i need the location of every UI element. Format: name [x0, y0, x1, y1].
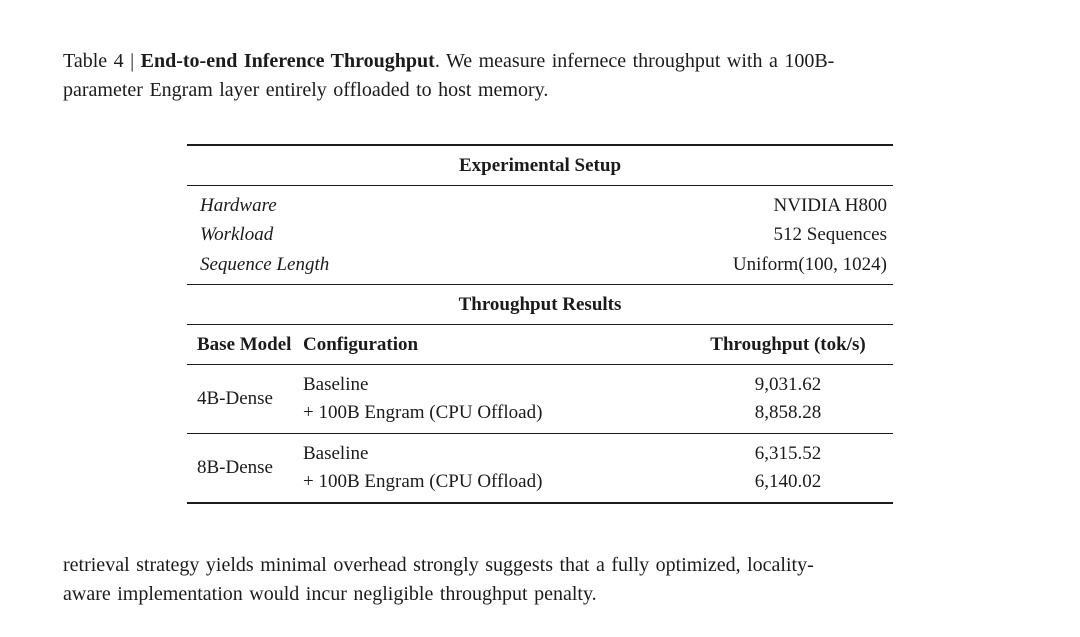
- results-section-title: Throughput Results: [458, 293, 622, 315]
- setup-value: NVIDIA H800: [773, 195, 887, 216]
- setup-value: 512 Sequences: [773, 224, 887, 246]
- setup-label: Workload: [200, 224, 274, 246]
- throughput-cell: 8,858.28: [754, 401, 822, 423]
- config-cell: + 100B Engram (CPU Offload): [303, 401, 543, 423]
- result-group-8b-dense: 8B-Dense Baseline 6,315.52 + 100B Engram…: [187, 434, 893, 502]
- body-line1: retrieval strategy yields minimal overhe…: [63, 554, 814, 576]
- rule-below-header-row: [187, 363, 893, 365]
- setup-row-sequence-length: Sequence Length Uniform(100, 1024): [187, 250, 893, 279]
- setup-rows: Hardware NVIDIA H800 Workload 512 Sequen…: [187, 186, 893, 284]
- body-paragraph: retrieval strategy yields minimal overhe…: [63, 551, 814, 608]
- setup-value: Uniform(100, 1024): [732, 253, 887, 275]
- setup-label: Sequence Length: [200, 253, 330, 275]
- setup-section-title: Experimental Setup: [458, 155, 622, 176]
- group-rows: Baseline 9,031.62 + 100B Engram (CPU Off…: [303, 371, 893, 427]
- config-cell: Baseline: [303, 373, 369, 395]
- rule-below-setup-title: [187, 185, 893, 186]
- table-row: Baseline 6,315.52: [303, 440, 893, 468]
- group-rows: Baseline 6,315.52 + 100B Engram (CPU Off…: [303, 440, 893, 496]
- setup-row-workload: Workload 512 Sequences: [187, 220, 893, 249]
- caption-title: End-to-end Inference Throughput: [140, 50, 435, 72]
- throughput-cell: 6,315.52: [754, 442, 822, 464]
- rule-below-setup-rows: [187, 283, 893, 285]
- rule-below-results-title: [187, 323, 893, 325]
- model-name: 8B-Dense: [197, 456, 273, 478]
- results-header-row: Base Model Configuration Throughput (tok…: [187, 325, 893, 364]
- throughput-cell: 9,031.62: [754, 373, 822, 395]
- table-row: + 100B Engram (CPU Offload) 6,140.02: [303, 468, 893, 496]
- caption-line2: parameter Engram layer entirely offloade…: [63, 78, 549, 101]
- config-cell: Baseline: [303, 442, 369, 464]
- table-top-rule: [187, 144, 893, 146]
- column-header-base-model: Base Model: [197, 333, 292, 355]
- model-name: 4B-Dense: [197, 387, 273, 409]
- config-cell: + 100B Engram (CPU Offload): [303, 470, 543, 492]
- rule-between-groups: [187, 432, 893, 434]
- table-caption: Table 4 | End-to-end Inference Throughpu…: [63, 47, 834, 104]
- setup-label: Hardware: [200, 195, 277, 216]
- body-line2: aware implementation would incur negligi…: [63, 582, 597, 605]
- table-row: Baseline 9,031.62: [303, 371, 893, 399]
- table-bottom-rule: [187, 501, 893, 504]
- caption-prefix: Table 4 |: [63, 50, 141, 72]
- throughput-table: Experimental Setup Hardware NVIDIA H800 …: [187, 144, 893, 504]
- column-header-configuration: Configuration: [303, 333, 419, 355]
- setup-row-hardware: Hardware NVIDIA H800: [187, 191, 893, 220]
- result-group-4b-dense: 4B-Dense Baseline 9,031.62 + 100B Engram…: [187, 365, 893, 433]
- caption-line1-rest: . We measure infernece throughput with a…: [434, 50, 835, 72]
- column-header-throughput: Throughput (tok/s): [710, 333, 866, 355]
- throughput-cell: 6,140.02: [754, 470, 822, 492]
- table-row: + 100B Engram (CPU Offload) 8,858.28: [303, 399, 893, 427]
